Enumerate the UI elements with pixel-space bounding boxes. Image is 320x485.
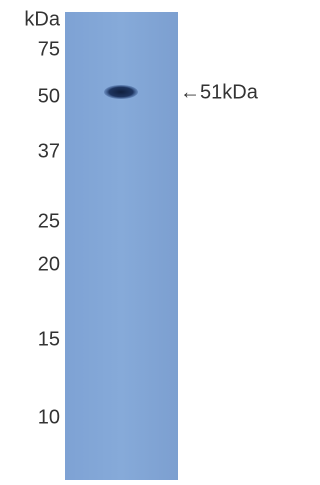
marker-label: 50 bbox=[38, 85, 60, 107]
marker-label: 20 bbox=[38, 253, 60, 275]
band-annotation: ←51kDa bbox=[180, 81, 259, 103]
marker-label: 10 bbox=[38, 406, 60, 428]
blot-lane bbox=[65, 12, 178, 480]
marker-label: 37 bbox=[38, 140, 60, 162]
unit-label: kDa bbox=[24, 8, 60, 30]
marker-label: 15 bbox=[38, 328, 60, 350]
marker-label: 75 bbox=[38, 38, 60, 60]
western-blot: kDa ←51kDa 75 50 37 25 20 15 10 bbox=[0, 0, 291, 480]
protein-band bbox=[104, 85, 138, 99]
marker-label: 25 bbox=[38, 210, 60, 232]
